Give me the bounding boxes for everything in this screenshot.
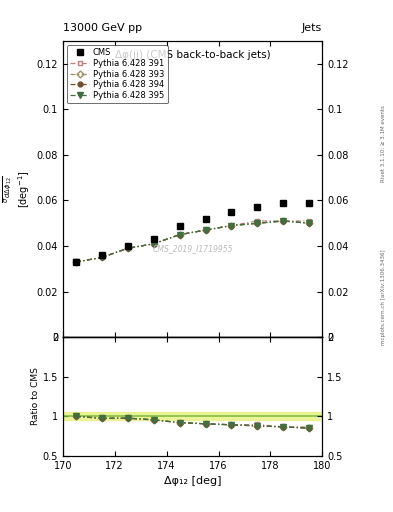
Line: Pythia 6.428 391: Pythia 6.428 391 xyxy=(73,219,312,264)
Pythia 6.428 395 xyxy=(281,218,286,224)
Text: mcplots.cern.ch [arXiv:1306.3436]: mcplots.cern.ch [arXiv:1306.3436] xyxy=(381,249,386,345)
CMS xyxy=(307,200,312,206)
Pythia 6.428 391 xyxy=(99,254,104,261)
Pythia 6.428 391 xyxy=(203,227,208,233)
Pythia 6.428 394 xyxy=(255,220,260,226)
Pythia 6.428 394 xyxy=(99,254,104,261)
Pythia 6.428 394 xyxy=(177,231,182,238)
Text: 13000 GeV pp: 13000 GeV pp xyxy=(63,23,142,33)
X-axis label: Δφ₁₂ [deg]: Δφ₁₂ [deg] xyxy=(164,476,221,486)
Pythia 6.428 393 xyxy=(99,254,104,261)
CMS xyxy=(229,209,234,215)
Pythia 6.428 395 xyxy=(177,231,182,238)
Pythia 6.428 391 xyxy=(177,231,182,238)
Line: Pythia 6.428 394: Pythia 6.428 394 xyxy=(73,219,312,264)
Line: Pythia 6.428 395: Pythia 6.428 395 xyxy=(73,218,312,265)
Pythia 6.428 395 xyxy=(307,220,312,226)
Legend: CMS, Pythia 6.428 391, Pythia 6.428 393, Pythia 6.428 394, Pythia 6.428 395: CMS, Pythia 6.428 391, Pythia 6.428 393,… xyxy=(67,45,167,103)
Pythia 6.428 393 xyxy=(73,259,78,265)
Pythia 6.428 391 xyxy=(151,241,156,247)
Y-axis label: $\frac{1}{\sigma}\frac{d\sigma}{d\Delta\phi_{12}}$
$[\mathrm{deg}^{-1}]$: $\frac{1}{\sigma}\frac{d\sigma}{d\Delta\… xyxy=(0,170,32,208)
Pythia 6.428 395 xyxy=(255,220,260,226)
Pythia 6.428 393 xyxy=(151,241,156,247)
Text: CMS_2019_I1719955: CMS_2019_I1719955 xyxy=(152,244,233,253)
CMS xyxy=(73,259,78,265)
CMS xyxy=(255,204,260,210)
Pythia 6.428 391 xyxy=(255,218,260,224)
Pythia 6.428 391 xyxy=(281,218,286,224)
Pythia 6.428 393 xyxy=(281,218,286,224)
CMS xyxy=(99,252,104,258)
Pythia 6.428 393 xyxy=(307,220,312,226)
CMS xyxy=(125,243,130,249)
Text: Jets: Jets xyxy=(302,23,322,33)
Pythia 6.428 393 xyxy=(125,245,130,251)
Pythia 6.428 395 xyxy=(99,254,104,261)
Line: CMS: CMS xyxy=(72,199,313,265)
Pythia 6.428 394 xyxy=(125,245,130,251)
Pythia 6.428 391 xyxy=(73,259,78,265)
Y-axis label: Ratio to CMS: Ratio to CMS xyxy=(31,368,40,425)
Pythia 6.428 394 xyxy=(281,218,286,224)
Pythia 6.428 394 xyxy=(73,259,78,265)
Pythia 6.428 394 xyxy=(151,241,156,247)
Pythia 6.428 395 xyxy=(151,241,156,247)
Pythia 6.428 394 xyxy=(307,220,312,226)
Line: Pythia 6.428 393: Pythia 6.428 393 xyxy=(73,219,312,264)
Pythia 6.428 393 xyxy=(255,220,260,226)
Pythia 6.428 391 xyxy=(125,245,130,251)
CMS xyxy=(281,200,286,206)
Pythia 6.428 395 xyxy=(125,245,130,251)
Pythia 6.428 394 xyxy=(203,227,208,233)
Text: Δφ(jj) (CMS back-to-back jets): Δφ(jj) (CMS back-to-back jets) xyxy=(115,50,270,60)
Pythia 6.428 393 xyxy=(203,227,208,233)
Pythia 6.428 395 xyxy=(229,222,234,228)
Pythia 6.428 394 xyxy=(229,222,234,228)
Bar xyxy=(63,412,322,420)
Text: Rivet 3.1.10; ≥ 3.1M events: Rivet 3.1.10; ≥ 3.1M events xyxy=(381,105,386,182)
Pythia 6.428 391 xyxy=(307,218,312,224)
CMS xyxy=(203,216,208,222)
CMS xyxy=(151,236,156,242)
Pythia 6.428 395 xyxy=(203,227,208,233)
Pythia 6.428 391 xyxy=(229,222,234,228)
Pythia 6.428 395 xyxy=(73,259,78,265)
CMS xyxy=(177,222,182,228)
Pythia 6.428 393 xyxy=(177,231,182,238)
Pythia 6.428 393 xyxy=(229,222,234,228)
